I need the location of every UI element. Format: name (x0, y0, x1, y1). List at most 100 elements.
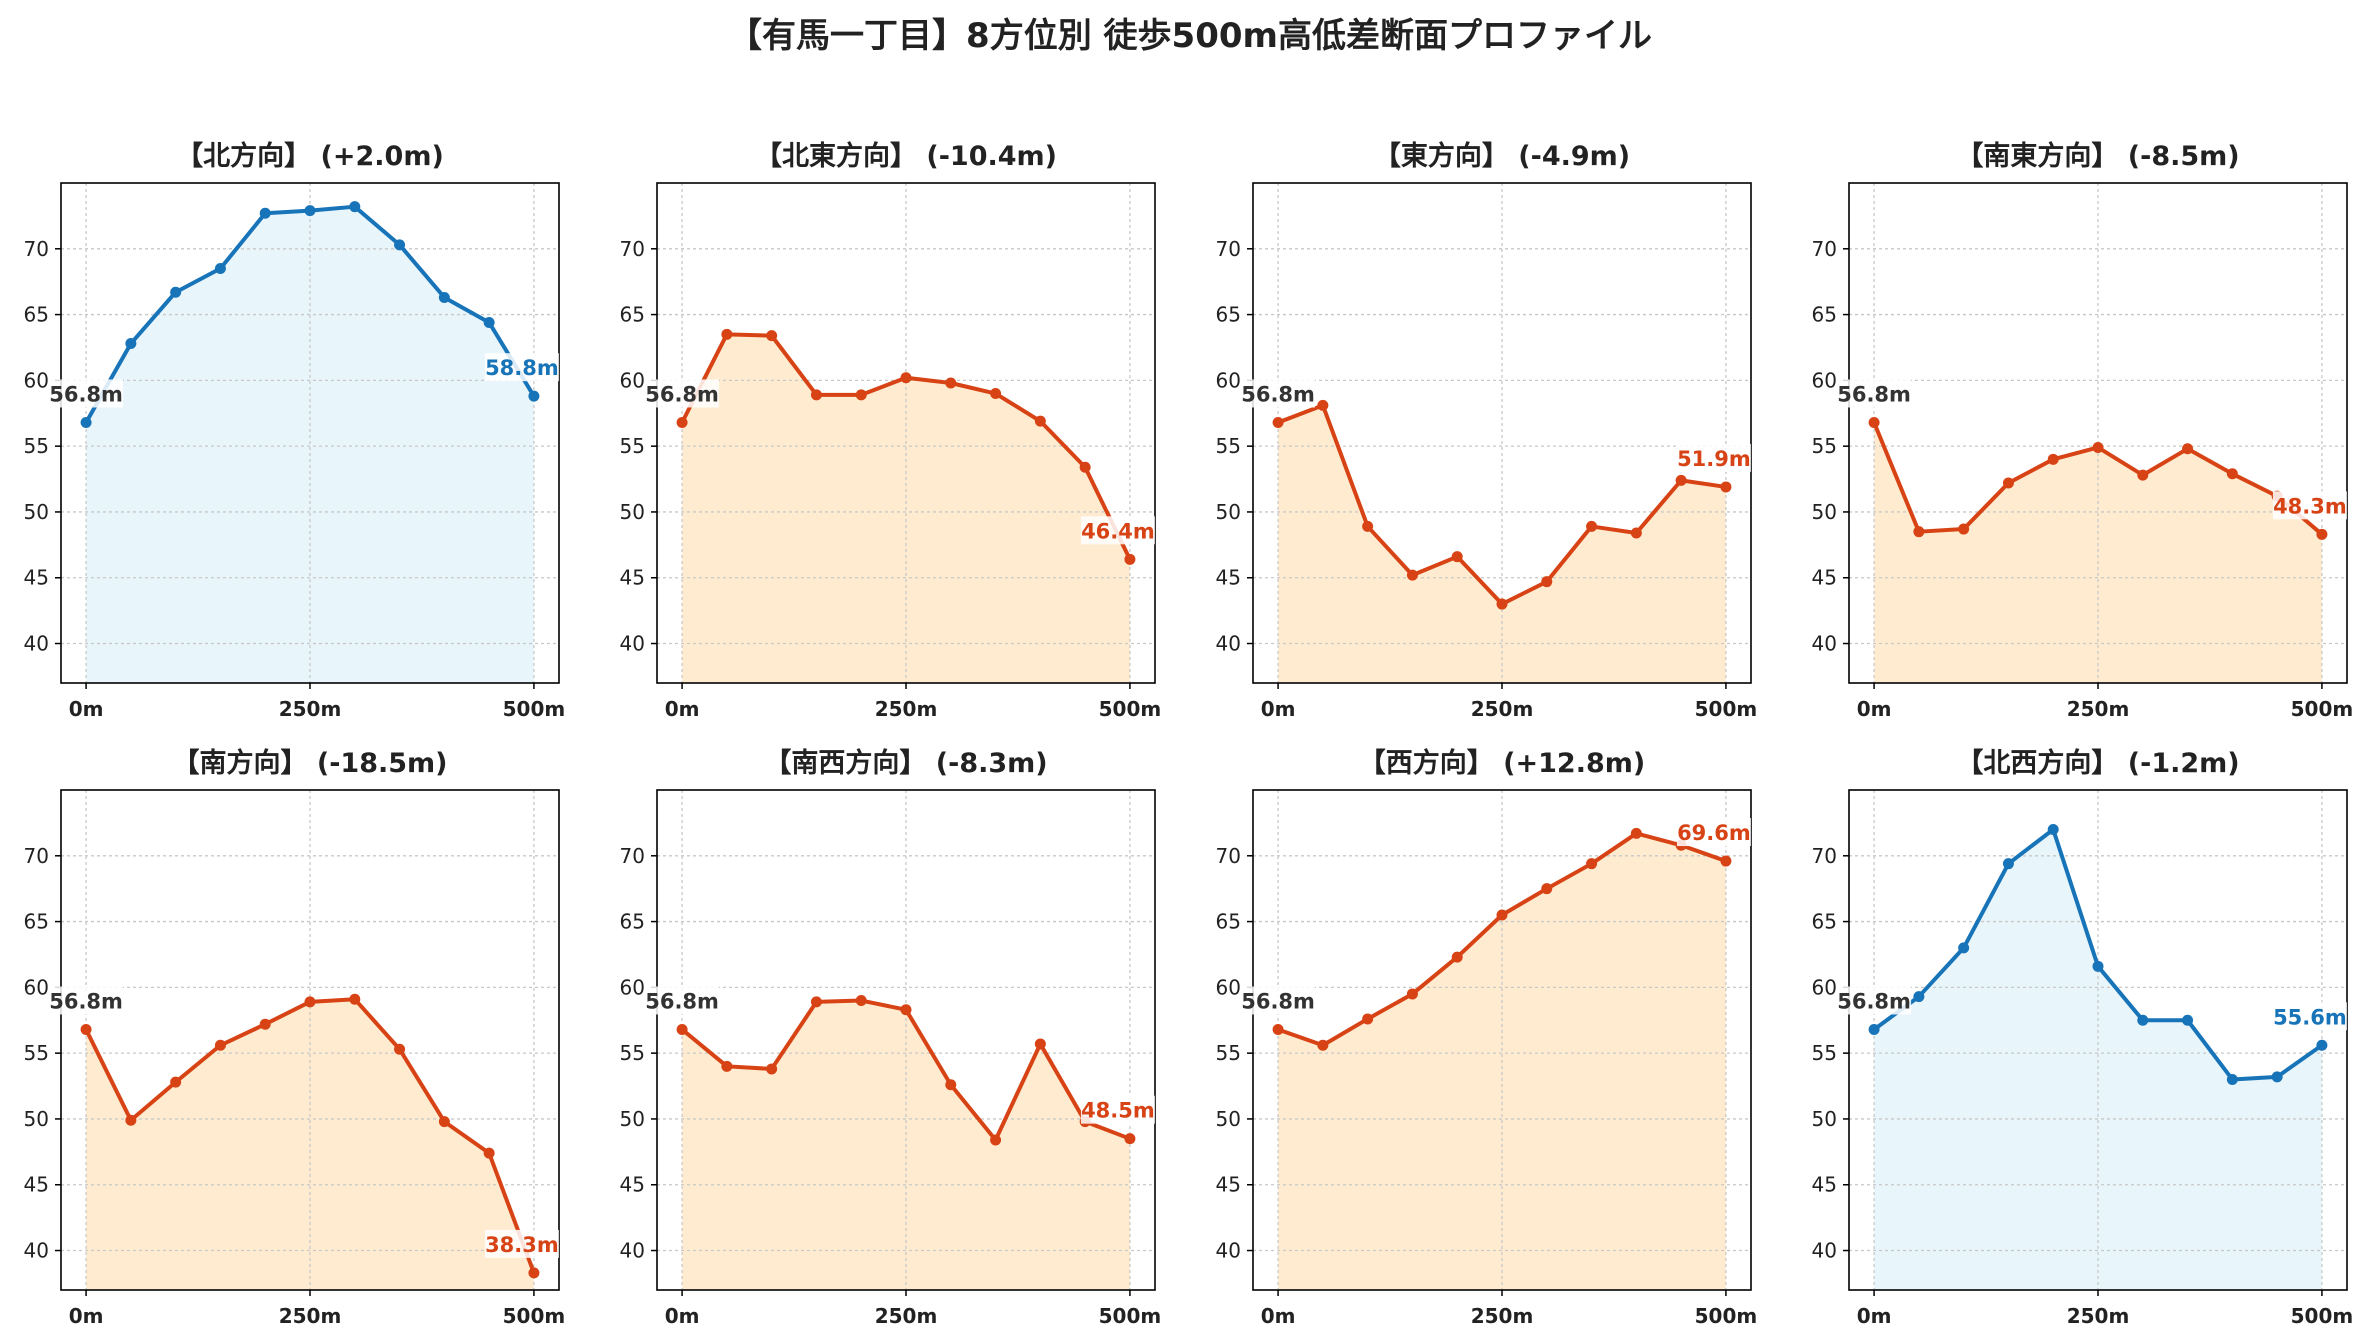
data-point (1362, 1013, 1374, 1025)
start-label-bg (1837, 379, 1912, 408)
y-tick-label: 65 (1216, 910, 1241, 934)
data-point (483, 316, 495, 328)
data-point (1630, 827, 1642, 839)
start-label: 56.8m (1837, 989, 1911, 1013)
data-point (125, 338, 137, 350)
end-label-bg (1676, 818, 1751, 847)
end-label-bg (484, 353, 559, 382)
data-point (438, 291, 450, 303)
end-label-bg (2272, 491, 2347, 520)
data-point (80, 1023, 92, 1035)
y-tick-label: 40 (620, 632, 645, 656)
y-tick-label: 70 (1812, 844, 1837, 868)
data-point (1720, 481, 1732, 493)
y-tick-label: 55 (1216, 434, 1241, 458)
chart-main-title: 【有馬一丁目】8方位別 徒歩500m高低差断面プロファイル (728, 16, 1652, 56)
data-point (1675, 474, 1687, 486)
x-tick-label: 250m (279, 697, 342, 721)
y-tick-label: 65 (620, 910, 645, 934)
x-tick-label: 0m (1261, 1304, 1296, 1328)
y-tick-label: 45 (1216, 566, 1241, 590)
end-label: 55.6m (2273, 1005, 2347, 1029)
y-tick-label: 60 (1812, 975, 1837, 999)
data-point (394, 239, 406, 251)
end-label-bg (2272, 1002, 2347, 1031)
data-point (945, 1079, 957, 1091)
end-label-bg (1080, 1095, 1155, 1124)
y-tick-label: 45 (24, 1173, 49, 1197)
panel-title: 【東方向】 (-4.9m) (1374, 140, 1630, 172)
data-point (1079, 461, 1091, 473)
data-point (1406, 988, 1418, 1000)
x-tick-label: 500m (1695, 1304, 1758, 1328)
data-point (1317, 1039, 1329, 1051)
y-tick-label: 40 (24, 632, 49, 656)
start-label-bg (49, 379, 124, 408)
x-tick-label: 250m (2067, 697, 2130, 721)
data-point (945, 377, 957, 389)
data-point (214, 263, 226, 275)
data-point (1868, 416, 1880, 428)
panel-3: 【東方向】 (-4.9m) 40 45 50 55 60 65 70 0m 250m 500m 56.… (1216, 140, 1758, 721)
end-label-bg (1080, 516, 1155, 545)
x-tick-label: 500m (503, 697, 566, 721)
data-point (1586, 858, 1598, 870)
y-tick-label: 40 (1812, 632, 1837, 656)
data-point (2002, 858, 2014, 870)
data-point (810, 389, 822, 401)
panel-title: 【北東方向】 (-10.4m) (755, 140, 1057, 172)
start-label: 56.8m (645, 989, 719, 1013)
y-tick-label: 50 (1812, 500, 1837, 524)
end-label: 51.9m (1677, 447, 1751, 471)
x-tick-label: 0m (69, 1304, 104, 1328)
data-point (1586, 520, 1598, 532)
y-tick-label: 60 (620, 975, 645, 999)
panel-8: 【北西方向】 (-1.2m) 40 45 50 55 60 65 70 0m 250m 500m 56… (1812, 747, 2354, 1328)
panel-7: 【西方向】 (+12.8m) 40 45 50 55 60 65 70 0m 250m 500m 56… (1216, 747, 1758, 1328)
x-tick-label: 250m (875, 1304, 938, 1328)
data-point (2047, 823, 2059, 835)
data-point (125, 1114, 137, 1126)
data-point (394, 1043, 406, 1055)
y-tick-label: 45 (620, 1173, 645, 1197)
x-tick-label: 250m (279, 1304, 342, 1328)
panel-6: 【南西方向】 (-8.3m) 40 45 50 55 60 65 70 0m 250m 500m 56… (620, 747, 1162, 1328)
data-point (2271, 1071, 2283, 1083)
data-point (2092, 441, 2104, 453)
start-label-bg (1837, 986, 1912, 1015)
y-tick-label: 65 (24, 910, 49, 934)
data-point (2137, 1014, 2149, 1026)
start-label: 56.8m (49, 989, 123, 1013)
data-point (2092, 960, 2104, 972)
area-fill (1874, 422, 2322, 683)
data-point (528, 1267, 540, 1279)
y-tick-label: 40 (620, 1239, 645, 1263)
start-label: 56.8m (1837, 382, 1911, 406)
y-tick-label: 55 (24, 434, 49, 458)
y-tick-label: 60 (24, 368, 49, 392)
data-point (676, 416, 688, 428)
panel-title: 【北方向】 (+2.0m) (176, 140, 444, 172)
data-point (259, 1018, 271, 1030)
data-point (349, 201, 361, 213)
y-tick-label: 55 (620, 434, 645, 458)
data-point (721, 328, 733, 340)
x-tick-label: 500m (1099, 1304, 1162, 1328)
data-point (80, 416, 92, 428)
data-point (2226, 468, 2238, 480)
data-point (855, 995, 867, 1007)
panel-2: 【北東方向】 (-10.4m) 40 45 50 55 60 65 70 0m 250m 500m 5… (620, 140, 1162, 721)
data-point (259, 207, 271, 219)
data-point (170, 1076, 182, 1088)
data-point (349, 993, 361, 1005)
data-point (1272, 1023, 1284, 1035)
x-tick-label: 0m (1857, 1304, 1892, 1328)
data-point (766, 1063, 778, 1075)
data-point (438, 1116, 450, 1128)
start-label: 56.8m (1241, 382, 1315, 406)
y-tick-label: 40 (1216, 1239, 1241, 1263)
y-tick-label: 70 (24, 237, 49, 261)
y-tick-label: 55 (1812, 1041, 1837, 1065)
data-point (1272, 416, 1284, 428)
